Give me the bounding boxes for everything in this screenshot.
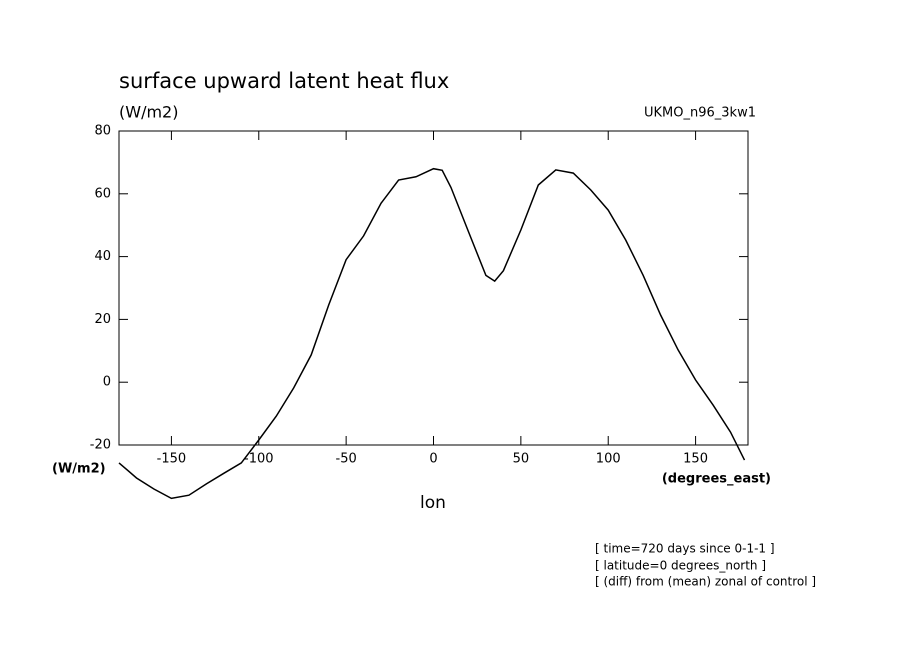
y-tick-label: 80 — [94, 124, 111, 139]
y-tick-label: 40 — [94, 249, 111, 264]
model-label: UKMO_n96_3kw1 — [644, 106, 756, 121]
x-tick-label: -150 — [157, 452, 187, 467]
subtitle: (W/m2) — [119, 103, 178, 122]
x-tick-label: -50 — [336, 452, 357, 467]
plot-frame — [118, 130, 749, 446]
annotation: [ time=720 days since 0-1-1 ] — [595, 542, 775, 556]
x-tick-label: 100 — [596, 452, 621, 467]
x-tick-label: 0 — [429, 452, 437, 467]
y-tick-label: 20 — [94, 312, 111, 327]
chart-title: surface upward latent heat flux — [119, 69, 449, 93]
x-axis-label: lon — [420, 493, 446, 513]
y-tick-label: 0 — [103, 375, 111, 390]
y-axis-label: (W/m2) — [52, 462, 106, 477]
x-tick-label: 50 — [513, 452, 530, 467]
x-tick-label: -100 — [244, 452, 274, 467]
x-axis-units: (degrees_east) — [662, 472, 771, 487]
annotation: [ (diff) from (mean) zonal of control ] — [595, 575, 816, 589]
annotation: [ latitude=0 degrees_north ] — [595, 559, 766, 573]
y-tick-label: -20 — [90, 438, 111, 453]
x-tick-label: 150 — [683, 452, 708, 467]
y-tick-label: 60 — [94, 186, 111, 201]
data-line — [118, 167, 746, 500]
